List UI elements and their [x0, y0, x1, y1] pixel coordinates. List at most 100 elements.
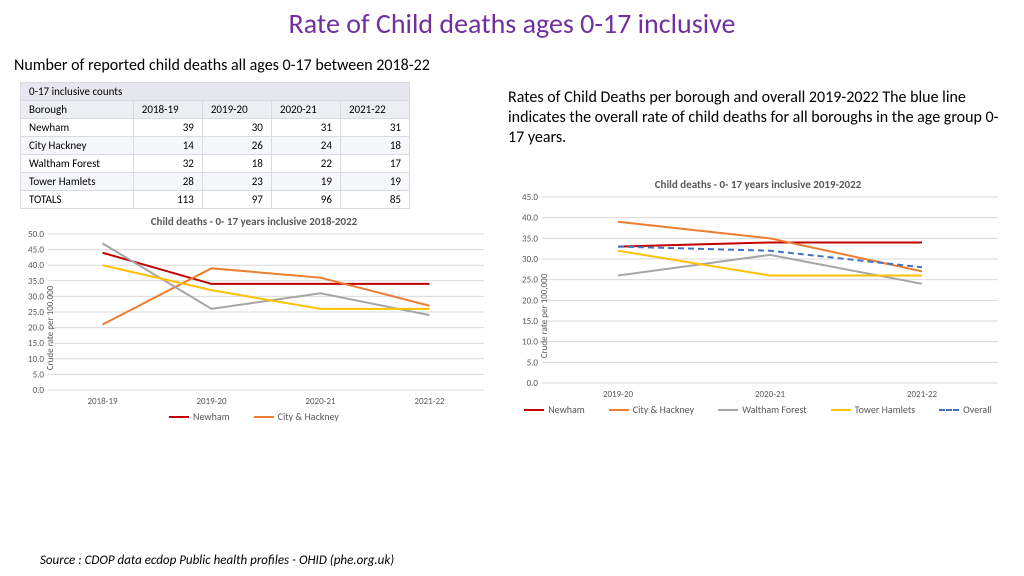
counts-table: 0-17 inclusive counts Borough2018-192019…: [20, 82, 410, 209]
legend-item: Newham: [524, 403, 585, 416]
row-value: 22: [271, 155, 340, 173]
legend-item: Overall: [939, 403, 992, 416]
row-value: 18: [202, 155, 271, 173]
right-description: Rates of Child Deaths per borough and ov…: [508, 88, 1014, 148]
table-column-header: 2019-20: [202, 101, 271, 119]
svg-text:45.0: 45.0: [522, 192, 538, 203]
series-newham: [618, 242, 922, 246]
table-row: Tower Hamlets28231919: [21, 173, 410, 191]
row-value: 31: [340, 119, 409, 137]
svg-text:5.0: 5.0: [527, 357, 539, 368]
svg-text:2021-22: 2021-22: [907, 389, 938, 400]
table-column-header: 2021-22: [340, 101, 409, 119]
row-label: Tower Hamlets: [21, 173, 134, 191]
svg-text:2019-20: 2019-20: [603, 389, 634, 400]
right-column: Rates of Child Deaths per borough and ov…: [508, 88, 1014, 453]
legend-item: Newham: [169, 410, 230, 423]
legend-swatch: [939, 409, 959, 411]
row-value: 31: [271, 119, 340, 137]
svg-text:40.0: 40.0: [522, 213, 538, 224]
legend-label: Overall: [963, 403, 992, 416]
source-citation: Source : CDOP data ecdop Public health p…: [40, 553, 394, 568]
svg-text:0.0: 0.0: [527, 378, 539, 389]
svg-text:50.0: 50.0: [28, 229, 44, 240]
right-chart-title: Child deaths - 0- 17 years inclusive 201…: [508, 178, 1008, 191]
legend-label: Tower Hamlets: [855, 403, 916, 416]
left-subtitle: Number of reported child deaths all ages…: [14, 56, 504, 76]
row-label: Newham: [21, 119, 134, 137]
legend-swatch: [254, 416, 274, 418]
table-column-header: 2020-21: [271, 101, 340, 119]
svg-text:20.0: 20.0: [522, 295, 538, 306]
right-chart-ylabel: Crude rate per 100,000: [539, 273, 550, 358]
svg-text:25.0: 25.0: [28, 307, 44, 318]
left-chart-legend: Newham City & Hackney: [14, 410, 494, 423]
table-row: Waltham Forest32182217: [21, 155, 410, 173]
row-value: 18: [340, 137, 409, 155]
series-city-hackney: [618, 222, 922, 272]
row-value: 19: [340, 173, 409, 191]
svg-text:30.0: 30.0: [522, 254, 538, 265]
row-value: 32: [133, 155, 202, 173]
right-chart: Child deaths - 0- 17 years inclusive 201…: [508, 178, 1008, 453]
svg-text:30.0: 30.0: [28, 291, 44, 302]
row-value: 39: [133, 119, 202, 137]
legend-swatch: [169, 416, 189, 418]
svg-text:40.0: 40.0: [28, 260, 44, 271]
legend-label: Waltham Forest: [742, 403, 807, 416]
row-value: 19: [271, 173, 340, 191]
svg-text:10.0: 10.0: [28, 354, 44, 365]
svg-text:10.0: 10.0: [522, 337, 538, 348]
right-chart-legend: Newham City & Hackney Waltham Forest Tower …: [508, 403, 1008, 416]
row-value: 28: [133, 173, 202, 191]
row-value: 17: [340, 155, 409, 173]
svg-text:15.0: 15.0: [28, 338, 44, 349]
row-value: 113: [133, 191, 202, 209]
left-chart-ylabel: Crude rate per 100,000: [45, 285, 56, 370]
legend-label: Newham: [548, 403, 585, 416]
row-value: 30: [202, 119, 271, 137]
legend-item: City & Hackney: [254, 410, 339, 423]
row-value: 96: [271, 191, 340, 209]
row-value: 24: [271, 137, 340, 155]
left-chart: Child deaths - 0- 17 years inclusive 201…: [14, 215, 494, 440]
legend-swatch: [831, 409, 851, 411]
legend-swatch: [718, 409, 738, 411]
row-value: 26: [202, 137, 271, 155]
series-waltham-forest: [103, 243, 430, 315]
legend-label: City & Hackney: [278, 410, 339, 423]
series-overall: [618, 247, 922, 268]
svg-text:2018-19: 2018-19: [87, 396, 118, 407]
row-label: TOTALS: [21, 191, 134, 209]
row-label: City Hackney: [21, 137, 134, 155]
row-value: 85: [340, 191, 409, 209]
legend-swatch: [524, 409, 544, 411]
svg-text:15.0: 15.0: [522, 316, 538, 327]
svg-text:2020-21: 2020-21: [755, 389, 786, 400]
table-row: TOTALS113979685: [21, 191, 410, 209]
left-chart-title: Child deaths - 0- 17 years inclusive 201…: [14, 215, 494, 228]
legend-item: Waltham Forest: [718, 403, 807, 416]
svg-text:20.0: 20.0: [28, 323, 44, 334]
table-row: City Hackney14262418: [21, 137, 410, 155]
table-row: Newham39303131: [21, 119, 410, 137]
legend-label: Newham: [193, 410, 230, 423]
table-column-header: 2018-19: [133, 101, 202, 119]
row-value: 23: [202, 173, 271, 191]
row-value: 97: [202, 191, 271, 209]
series-newham: [103, 253, 430, 284]
svg-text:0.0: 0.0: [33, 385, 45, 396]
svg-text:25.0: 25.0: [522, 275, 538, 286]
svg-text:2019-20: 2019-20: [196, 396, 227, 407]
legend-item: City & Hackney: [609, 403, 694, 416]
svg-text:35.0: 35.0: [522, 233, 538, 244]
table-column-header: Borough: [21, 101, 134, 119]
svg-text:2020-21: 2020-21: [305, 396, 336, 407]
svg-text:5.0: 5.0: [33, 369, 45, 380]
row-value: 14: [133, 137, 202, 155]
legend-label: City & Hackney: [633, 403, 694, 416]
page-title: Rate of Child deaths ages 0-17 inclusive: [0, 0, 1024, 45]
svg-text:2021-22: 2021-22: [414, 396, 445, 407]
legend-item: Tower Hamlets: [831, 403, 916, 416]
svg-text:35.0: 35.0: [28, 276, 44, 287]
